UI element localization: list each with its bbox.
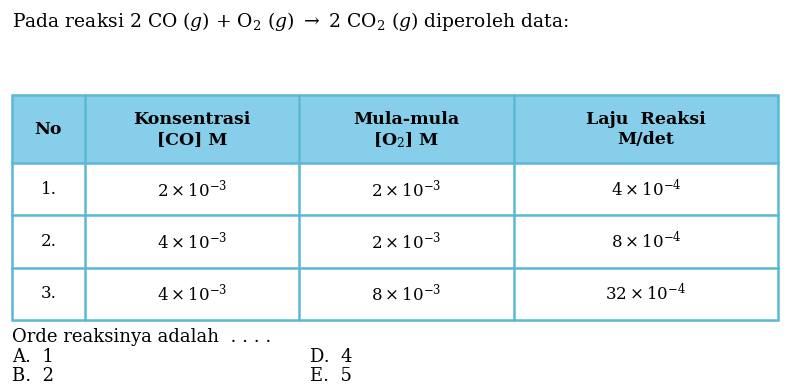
Text: $8 \times 10^{-3}$: $8 \times 10^{-3}$ [371, 283, 442, 305]
Text: 1.: 1. [40, 181, 56, 198]
Text: Laju  Reaksi: Laju Reaksi [586, 112, 705, 129]
Bar [12, 215, 778, 268]
Text: D.  4: D. 4 [310, 348, 352, 366]
Text: $2 \times 10^{-3}$: $2 \times 10^{-3}$ [371, 178, 442, 200]
Text: E.  5: E. 5 [310, 367, 352, 385]
Bar [12, 95, 778, 320]
Bar [12, 95, 778, 163]
Text: $2 \times 10^{-3}$: $2 \times 10^{-3}$ [157, 178, 228, 200]
Text: 2.: 2. [40, 233, 56, 250]
Text: [O$_2$] M: [O$_2$] M [374, 130, 440, 150]
Text: $32 \times 10^{-4}$: $32 \times 10^{-4}$ [605, 283, 687, 305]
Text: A.  1: A. 1 [12, 348, 54, 366]
Text: $2 \times 10^{-3}$: $2 \times 10^{-3}$ [371, 231, 442, 253]
Text: 3.: 3. [40, 285, 56, 302]
Bar [12, 268, 778, 320]
Text: Orde reaksinya adalah  . . . .: Orde reaksinya adalah . . . . [12, 328, 271, 346]
Bar [12, 163, 778, 215]
Text: M/det: M/det [618, 132, 675, 149]
Text: [CO] M: [CO] M [156, 132, 228, 149]
Text: $4 \times 10^{-3}$: $4 \times 10^{-3}$ [157, 231, 228, 253]
Text: Mula-mula: Mula-mula [353, 112, 460, 129]
Text: $4 \times 10^{-4}$: $4 \times 10^{-4}$ [611, 179, 681, 200]
Text: Konsentrasi: Konsentrasi [134, 112, 250, 129]
Text: $4 \times 10^{-3}$: $4 \times 10^{-3}$ [157, 283, 228, 305]
Text: Pada reaksi 2 CO $(g)$ + O$_2$ $(g)$ $\rightarrow$ 2 CO$_2$ $(g)$ diperoleh data: Pada reaksi 2 CO $(g)$ + O$_2$ $(g)$ $\r… [12, 10, 569, 33]
Text: No: No [35, 121, 62, 137]
Text: B.  2: B. 2 [12, 367, 54, 385]
Text: $8 \times 10^{-4}$: $8 \times 10^{-4}$ [611, 231, 681, 252]
